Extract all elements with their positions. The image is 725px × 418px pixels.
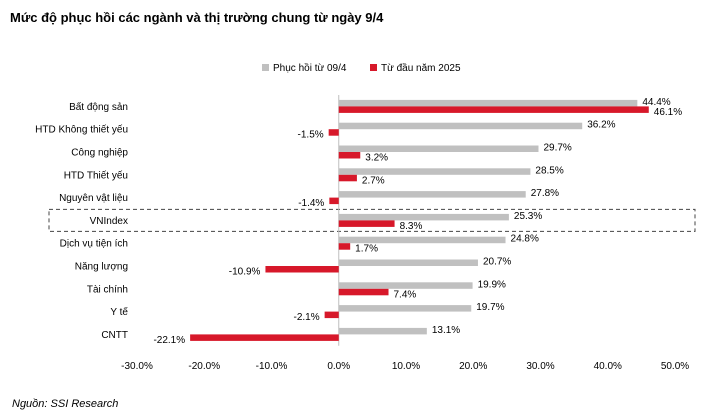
bar-s1-10 <box>190 334 339 341</box>
category-label-6: Dịch vụ tiện ích <box>60 239 128 250</box>
bar-s0-1 <box>338 122 583 130</box>
bar-s1-4 <box>329 197 339 205</box>
legend-swatch-1 <box>370 64 377 71</box>
bar-s1-7 <box>265 266 339 273</box>
data-label-s0-7: 20.7% <box>483 257 511 268</box>
data-label-s0-1: 36.2% <box>587 120 615 131</box>
bar-s0-7 <box>338 259 478 266</box>
data-label-s1-8: 7.4% <box>394 289 417 300</box>
x-tick-label-3: 0.0% <box>327 361 350 372</box>
legend-swatch-0 <box>262 64 269 71</box>
data-label-s1-2: 3.2% <box>365 153 388 164</box>
bar-s1-9 <box>324 311 339 319</box>
bar-s0-9 <box>338 305 472 312</box>
data-label-s0-4: 27.8% <box>531 188 559 199</box>
category-label-7: Năng lượng <box>75 262 128 273</box>
bar-s1-5 <box>338 220 395 227</box>
data-label-s1-6: 1.7% <box>355 244 378 255</box>
data-label-s0-2: 29.7% <box>543 143 571 154</box>
x-tick-label-2: -10.0% <box>256 361 288 372</box>
category-label-10: CNTT <box>101 330 128 341</box>
data-label-s1-7: -10.9% <box>229 267 261 278</box>
x-tick-label-4: 10.0% <box>392 361 420 372</box>
category-label-0: Bất động sản <box>69 101 128 113</box>
highlight-box <box>48 208 696 232</box>
x-tick-label-6: 30.0% <box>526 361 554 372</box>
bar-s0-4 <box>338 191 526 198</box>
bar-s1-2 <box>338 152 361 159</box>
legend-label-0: Phục hồi từ 09/4 <box>273 62 347 74</box>
category-label-8: Tài chính <box>87 284 128 295</box>
data-label-s1-0: 46.1% <box>654 107 682 118</box>
x-tick-label-0: -30.0% <box>121 361 153 372</box>
x-tick-label-5: 20.0% <box>459 361 487 372</box>
bar-s1-8 <box>338 288 389 296</box>
bar-s0-3 <box>338 168 531 175</box>
x-tick-label-7: 40.0% <box>594 361 622 372</box>
bar-s0-10 <box>338 327 427 335</box>
category-label-3: HTD Thiết yếu <box>64 169 128 181</box>
x-tick-label-1: -20.0% <box>188 361 220 372</box>
data-label-s0-5: 25.3% <box>514 211 542 222</box>
data-label-s1-5: 8.3% <box>400 221 423 232</box>
source-note: Nguồn: SSI Research <box>12 398 119 410</box>
bar-s1-6 <box>338 243 351 250</box>
bar-s1-0 <box>338 106 649 113</box>
bar-s1-3 <box>338 174 357 182</box>
data-label-s0-0: 44.4% <box>642 97 670 108</box>
data-label-s1-4: -1.4% <box>298 198 324 209</box>
category-label-5: VNIndex <box>90 216 128 227</box>
data-label-s1-1: -1.5% <box>298 130 324 141</box>
data-label-s0-3: 28.5% <box>535 165 563 176</box>
bar-s1-1 <box>328 129 339 136</box>
data-label-s1-9: -2.1% <box>294 312 320 323</box>
bar-s0-8 <box>338 282 473 289</box>
data-label-s0-6: 24.8% <box>511 234 539 245</box>
bar-s0-0 <box>338 99 638 107</box>
bar-s0-5 <box>338 213 509 221</box>
legend-label-1: Từ đầu năm 2025 <box>381 62 461 74</box>
data-label-s1-3: 2.7% <box>362 175 385 186</box>
data-label-s1-10: -22.1% <box>153 335 185 346</box>
category-label-4: Nguyên vật liệu <box>59 193 128 204</box>
category-label-2: Công nghiệp <box>71 148 128 159</box>
category-label-1: HTD Không thiết yếu <box>35 124 128 136</box>
data-label-s0-10: 13.1% <box>432 325 460 336</box>
bar-s0-2 <box>338 145 539 152</box>
data-label-s0-8: 19.9% <box>478 279 506 290</box>
chart-title: Mức độ phục hồi các ngành và thị trường … <box>10 10 384 25</box>
bar-s0-6 <box>338 236 506 244</box>
category-label-9: Y tế <box>110 306 128 318</box>
data-label-s0-9: 19.7% <box>476 302 504 313</box>
x-tick-label-8: 50.0% <box>661 361 689 372</box>
